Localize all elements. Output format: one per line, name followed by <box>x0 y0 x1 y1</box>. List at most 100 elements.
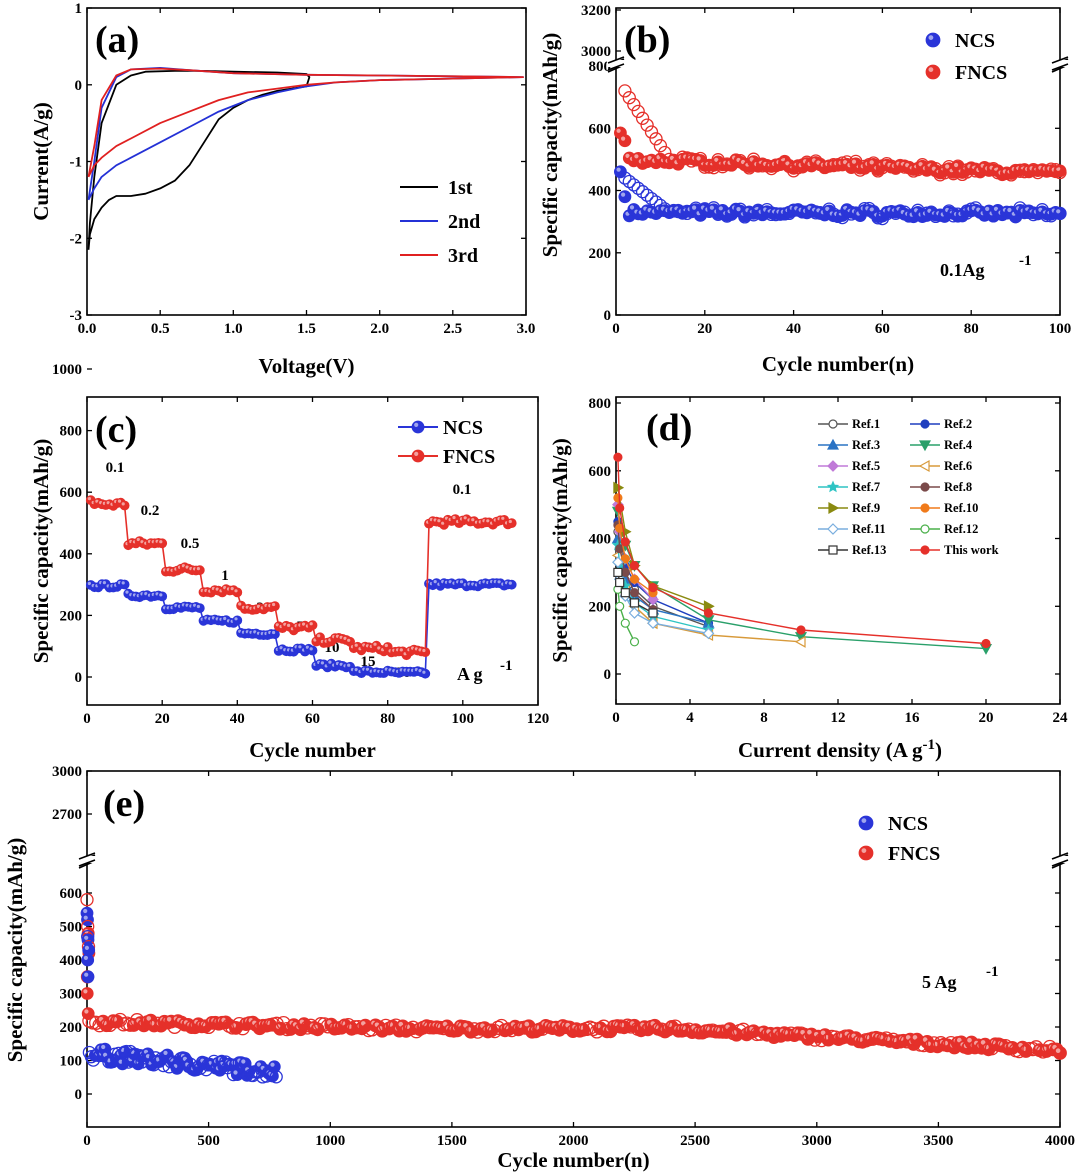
legend-marker-11 <box>920 524 930 534</box>
y-tick-label: 0 <box>75 670 83 686</box>
series-2-curve <box>87 67 524 178</box>
series-1-charge-point <box>644 125 659 139</box>
legend-marker-0 <box>925 32 941 48</box>
series-1-point-highlight <box>486 519 490 523</box>
legend-label-9: Ref.10 <box>944 501 978 515</box>
legend-label-0: NCS <box>443 417 483 439</box>
series-13-point <box>648 582 658 593</box>
series-0-point <box>506 579 517 590</box>
series-0-points <box>82 1042 283 1084</box>
x-axis-label: Cycle number <box>249 738 376 762</box>
series-1-point-highlight <box>343 636 347 641</box>
series-0-point-highlight <box>328 660 332 664</box>
x-tick-label: 100 <box>1049 321 1072 337</box>
legend-label-1: FNCS <box>888 843 940 865</box>
series-0-point-highlight <box>241 1059 246 1064</box>
panel-d: 0 4 8 12 16 20 24 0 200 400 600 800 Current density … <box>548 396 1068 762</box>
series-0-point-highlight <box>320 661 324 665</box>
series-0-point-highlight <box>144 592 148 596</box>
legend-marker-1-highlight <box>861 848 867 853</box>
series-1-point <box>420 647 431 657</box>
series-1-point-highlight <box>437 519 441 523</box>
legend-label-11: Ref.12 <box>944 522 978 536</box>
series-1-point-highlight <box>287 623 291 628</box>
early-cycle-point <box>80 893 94 907</box>
legend-marker-3 <box>918 440 932 452</box>
series-12-point <box>613 567 623 578</box>
legend-label-13: This work <box>944 543 999 557</box>
series-4-point <box>647 593 659 606</box>
series-0-charge-point <box>644 191 659 206</box>
series-0-point-highlight <box>272 630 276 635</box>
y-tick-label: 400 <box>589 184 612 200</box>
series-1-discharge-point-highlight <box>634 154 639 159</box>
axis-break-mark <box>607 56 625 71</box>
series-1-point-highlight <box>136 537 140 542</box>
rate-annotation: 5 Ag <box>922 972 957 992</box>
series-1-point-highlight <box>441 521 445 525</box>
series-13-point <box>613 452 623 462</box>
legend-label-3: Ref.4 <box>944 438 973 452</box>
y-tick-label: 0 <box>604 667 612 683</box>
series-0-point-highlight <box>102 581 106 585</box>
series-0-point-highlight <box>223 616 227 621</box>
series-1-discharge-point-highlight <box>785 161 790 166</box>
series-1-charge-point <box>640 118 654 132</box>
series-1-point-highlight <box>373 642 377 646</box>
series-0-discharge-point-highlight <box>616 167 621 172</box>
early-cycle-point <box>82 943 96 957</box>
series-5-point <box>794 635 806 648</box>
series-0-points <box>614 165 1067 226</box>
rate-annotation: 0.1Ag <box>940 260 985 280</box>
series-1-point-highlight <box>800 1030 805 1035</box>
x-tick-label: 2500 <box>680 1133 710 1149</box>
series-1-charge-point <box>618 84 632 98</box>
legend-label-7: Ref.8 <box>944 480 972 494</box>
x-tick-label: 4000 <box>1045 1133 1075 1149</box>
series-1-point <box>194 565 205 576</box>
x-tick-label: 20 <box>979 710 994 726</box>
legend-marker-0 <box>411 420 425 434</box>
y-tick-label: 600 <box>589 464 612 480</box>
x-axis-label: Current density (A g-1) <box>738 737 942 762</box>
series-0-point-highlight <box>365 667 370 671</box>
series-13-point <box>703 608 714 618</box>
series-1-points <box>614 84 1067 182</box>
panel-a: 0.0 0.5 1.0 1.5 2.0 2.5 3.0 -3 -2 -1 0 1 Voltage(V) C… <box>29 1 535 378</box>
legend-marker-13 <box>920 545 930 555</box>
legend-label-0: 1st <box>448 177 473 199</box>
y-tick-label: -3 <box>70 308 83 324</box>
y-tick-label: 600 <box>60 886 83 902</box>
series-1-point-highlight <box>807 1029 812 1035</box>
series-0-charge-point <box>618 171 632 185</box>
series-1-point-highlight <box>272 602 276 607</box>
series-1-point-highlight <box>159 540 163 544</box>
series-11-point <box>620 618 630 628</box>
series-0-point-highlight <box>279 646 283 650</box>
legend-marker-0-highlight <box>861 818 867 823</box>
series-0-point-highlight <box>159 593 163 597</box>
axis-break-mark <box>1051 56 1069 71</box>
series-0-point-highlight <box>234 617 238 621</box>
series-1-charge-point <box>631 104 645 119</box>
x-axis-label-end: ) <box>935 738 942 762</box>
series-1-charge-point <box>635 111 650 125</box>
series-1-point-highlight <box>317 634 321 638</box>
x-axis-label: Voltage(V) <box>258 354 354 378</box>
series-0-point <box>194 603 205 613</box>
series-1-point-highlight <box>399 648 403 652</box>
y-tick-label: 0 <box>75 78 83 94</box>
series-11-line <box>617 589 636 643</box>
series-11-point <box>629 637 640 647</box>
series-0-point-highlight <box>309 647 313 651</box>
series-0-point-highlight <box>270 1062 275 1067</box>
series-1-discharge-point-highlight <box>851 159 857 164</box>
axis-break-mark <box>1051 852 1069 867</box>
y-tick-label: 0 <box>75 1087 83 1103</box>
series-9-point <box>629 574 640 584</box>
x-tick-label: 24 <box>1053 710 1069 726</box>
series-9-point <box>613 493 623 503</box>
series-1-discharge-point-highlight <box>621 136 626 141</box>
x-tick-label: 0 <box>612 321 620 337</box>
